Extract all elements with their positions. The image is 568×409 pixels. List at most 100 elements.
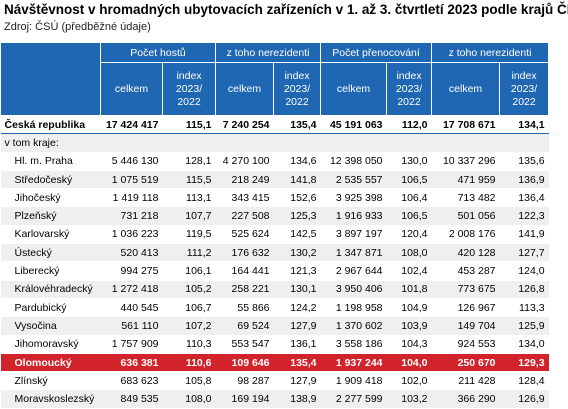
cell: 713 482 — [431, 188, 500, 208]
data-row: Královéhradecký 1 272 418 105,2 258 221 130,… — [0, 280, 549, 299]
cell: 110,6 — [162, 353, 216, 373]
cell: 45 191 063 — [320, 115, 387, 135]
data-row: Zlínský 683 623 105,8 98 287 127,9 1 909 418 1… — [0, 371, 549, 391]
cell: 105,2 — [162, 280, 216, 299]
cell: 112,0 — [386, 115, 432, 135]
data-row: Karlovarský 1 036 223 119,5 525 624 142,5 3 8… — [0, 225, 549, 245]
cell: 126 967 — [431, 298, 500, 318]
subheader: index 2023/2022 — [499, 62, 550, 116]
subheader-line: celkem — [114, 82, 149, 95]
cell: 103,2 — [386, 389, 432, 409]
subheader-line: index — [396, 69, 422, 82]
cell: 3 925 398 — [320, 188, 387, 208]
cell: 2 008 176 — [431, 225, 500, 245]
cell: 136,9 — [499, 170, 549, 190]
cell: 731 218 — [100, 206, 163, 226]
cell: 1 272 418 — [100, 280, 163, 299]
subheader-line: index — [284, 69, 310, 82]
cell: 258 221 — [215, 280, 274, 299]
subheader-line: 2023/ — [283, 82, 311, 95]
cell: Česká republika — [0, 115, 101, 135]
title: Návštěvnost v hromadných ubytovacích zař… — [4, 2, 568, 17]
cell: 107,7 — [162, 206, 216, 226]
cell: 108,0 — [162, 389, 216, 409]
cell: 135,4 — [273, 353, 321, 373]
cell: Královéhradecký — [0, 280, 101, 299]
source: Zdroj: ČSÚ (předběžné údaje) — [4, 21, 151, 33]
cell: 111,2 — [162, 243, 216, 263]
cell: 17 708 671 — [431, 115, 500, 135]
data-row: Vysočina 561 110 107,2 69 524 127,9 1 370 602… — [0, 316, 549, 336]
cell: 125,3 — [273, 206, 321, 226]
cell: Olomoucký — [0, 353, 101, 373]
cell: 106,5 — [386, 206, 432, 226]
section-row: v tom kraje: — [0, 133, 549, 153]
cell: 1 937 244 — [320, 353, 387, 373]
cell: Zlínský — [0, 371, 101, 391]
section-label: v tom kraje: — [0, 133, 549, 153]
cell: 119,5 — [162, 225, 216, 245]
cell: 107,2 — [162, 316, 216, 336]
cell: 125,9 — [499, 316, 549, 336]
cell: 110,3 — [162, 335, 216, 354]
cell: 141,9 — [499, 225, 549, 245]
subheader-line: 2023/ — [510, 82, 538, 95]
data-row: Ústecký 520 413 111,2 176 632 130,2 1 347 871… — [0, 243, 549, 263]
cell: 135,4 — [273, 115, 321, 135]
subheader: index 2023/2022 — [273, 62, 322, 116]
cell: 164 441 — [215, 261, 274, 281]
cell: 453 287 — [431, 261, 500, 281]
cell: 169 194 — [215, 389, 274, 409]
cell: 2 967 644 — [320, 261, 387, 281]
cell: 106,1 — [162, 261, 216, 281]
total-row: Česká republika 17 424 417 115,1 7 240 254 1… — [0, 115, 549, 135]
data-row: Moravskoslezský 849 535 108,0 169 194 138,9 2… — [0, 389, 549, 409]
cell: 128,1 — [162, 152, 216, 171]
cell: 773 675 — [431, 280, 500, 299]
cell: 69 524 — [215, 316, 274, 336]
cell: 1 370 602 — [320, 316, 387, 336]
cell: 218 249 — [215, 170, 274, 190]
subheader-line: celkem — [336, 82, 371, 95]
cell: 124,0 — [499, 261, 549, 281]
cell: 5 446 130 — [100, 152, 163, 171]
cell: 101,8 — [386, 280, 432, 299]
cell: 108,0 — [386, 243, 432, 263]
header-row: Počet hostů z toho nerezidenti Počet přeno… — [0, 42, 550, 116]
subheader-line: 2022 — [397, 95, 421, 108]
cell: 127,7 — [499, 243, 549, 263]
cell: 113,3 — [499, 298, 549, 318]
cell: 104,3 — [386, 335, 432, 354]
cell: 134,1 — [499, 115, 549, 135]
cell: Moravskoslezský — [0, 389, 101, 409]
cell: 1 419 118 — [100, 188, 163, 208]
cell: 104,0 — [386, 353, 432, 373]
cell: 501 056 — [431, 206, 500, 226]
cell: 1 198 958 — [320, 298, 387, 318]
cell: 126,9 — [499, 389, 549, 409]
cell: 127,9 — [273, 371, 321, 391]
group-header: Počet přenocování — [320, 42, 433, 63]
cell: 102,4 — [386, 261, 432, 281]
cell: Jihočeský — [0, 188, 101, 208]
cell: 1 036 223 — [100, 225, 163, 245]
cell: 128,4 — [499, 371, 549, 391]
cell: 104,9 — [386, 298, 432, 318]
table: Počet hostů z toho nerezidenti Počet přeno… — [0, 42, 550, 409]
cell: 106,4 — [386, 188, 432, 208]
cell: 1 909 418 — [320, 371, 387, 391]
cell: 3 897 197 — [320, 225, 387, 245]
data-row: Jihomoravský 1 757 909 110,3 553 547 136,1 3 … — [0, 335, 549, 354]
subheader-line: 2022 — [177, 95, 201, 108]
cell: 924 553 — [431, 335, 500, 354]
cell: 138,9 — [273, 389, 321, 409]
cell: 3 558 186 — [320, 335, 387, 354]
cell: 129,3 — [499, 353, 549, 373]
cell: 683 623 — [100, 371, 163, 391]
cell: 1 347 871 — [320, 243, 387, 263]
corner — [0, 42, 101, 116]
cell: 420 128 — [431, 243, 500, 263]
cell: 1 757 909 — [100, 335, 163, 354]
cell: 3 950 406 — [320, 280, 387, 299]
cell: 7 240 254 — [215, 115, 274, 135]
